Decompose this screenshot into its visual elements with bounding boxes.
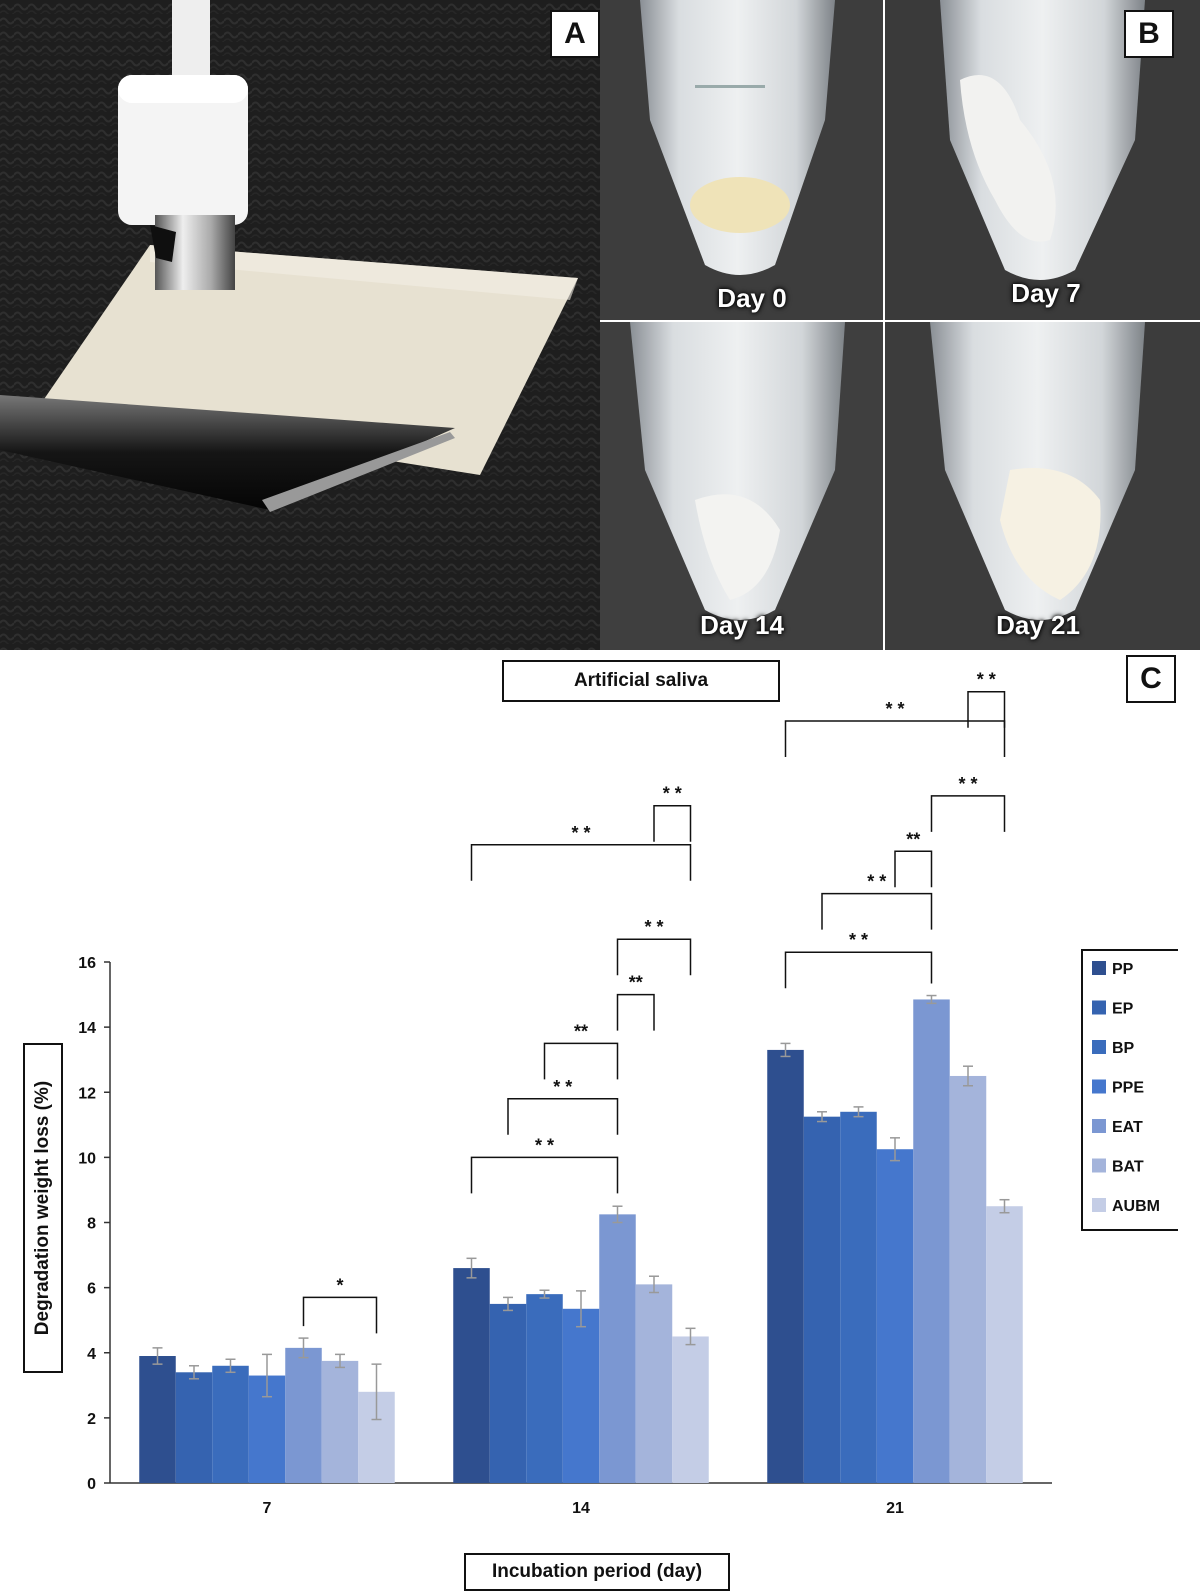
significance-bracket: [967, 690, 1006, 728]
legend-swatch-bat: [1092, 1158, 1106, 1173]
significance-label: **: [629, 973, 643, 993]
y-tick-label: 8: [87, 1216, 96, 1233]
bar-bp: [840, 1111, 877, 1483]
significance-bracket: [543, 1042, 619, 1080]
significance-label: * *: [867, 872, 886, 892]
bar-aubm: [986, 1206, 1023, 1483]
bar-pp: [453, 1268, 490, 1483]
bar-aubm: [672, 1336, 709, 1483]
bar-ppe: [876, 1149, 914, 1483]
bar-pp: [139, 1356, 176, 1483]
bar-eat: [285, 1347, 322, 1483]
day-label-7: Day 7: [1011, 278, 1081, 308]
y-tick-label: 2: [87, 1411, 96, 1428]
significance-label: * *: [885, 699, 904, 719]
legend-label-bat: BAT: [1112, 1159, 1144, 1176]
y-tick-label: 14: [78, 1020, 96, 1037]
legend-label-aubm: AUBM: [1112, 1198, 1160, 1215]
significance-bracket: [302, 1296, 378, 1334]
y-tick-label: 6: [87, 1281, 96, 1298]
significance-bracket: [784, 951, 933, 989]
significance-label: * *: [571, 823, 590, 843]
legend-label-pp: PP: [1112, 961, 1134, 978]
panel-label-c: C: [1126, 655, 1176, 703]
significance-bracket: [894, 850, 933, 888]
y-tick-label: 10: [78, 1150, 96, 1167]
bar-eat: [913, 999, 950, 1483]
significance-label: * *: [849, 930, 868, 950]
legend-label-bp: BP: [1112, 1040, 1135, 1057]
chart-legend: PP EP BP PPE EAT BAT AUBM: [1081, 949, 1178, 1231]
significance-bracket: [930, 795, 1006, 832]
day-label-14: Day 14: [700, 610, 784, 640]
panel-b-photos: [600, 0, 1200, 650]
significance-label: *: [336, 1275, 343, 1295]
significance-label: **: [906, 829, 920, 849]
significance-bracket: [470, 844, 692, 881]
significance-label: * *: [553, 1077, 572, 1097]
y-axis-label: Degradation weight loss (%): [23, 1043, 63, 1373]
day-label-0: Day 0: [717, 283, 787, 313]
y-tick-label: 16: [78, 955, 96, 972]
significance-label: * *: [535, 1135, 554, 1155]
y-tick-label: 4: [87, 1346, 96, 1363]
chart-title: Artificial saliva: [502, 660, 780, 702]
legend-swatch-aubm: [1092, 1198, 1106, 1212]
significance-label: * *: [644, 917, 663, 937]
bar-bp: [212, 1365, 249, 1483]
panel-label-b: B: [1124, 10, 1174, 58]
bar-pp: [767, 1049, 804, 1483]
significance-bracket: [507, 1098, 619, 1135]
bar-bp: [526, 1294, 563, 1483]
bar-ep: [803, 1116, 841, 1483]
legend-swatch-ppe: [1092, 1079, 1106, 1094]
legend-swatch-eat: [1092, 1119, 1106, 1133]
legend-label-eat: EAT: [1112, 1119, 1143, 1136]
significance-label: **: [574, 1021, 588, 1041]
bar-ep: [175, 1372, 213, 1483]
significance-bracket: [821, 892, 933, 930]
panel-a-photo: [0, 0, 600, 650]
x-axis-label: Incubation period (day): [464, 1553, 730, 1591]
x-tick-label: 21: [886, 1500, 904, 1517]
bar-ppe: [562, 1308, 600, 1483]
tweezers: [0, 395, 455, 510]
bar-ep: [489, 1303, 527, 1483]
significance-label: * *: [663, 784, 682, 804]
significance-bracket: [653, 804, 692, 842]
chart-significance-brackets: * * * * * ** ** * * * * * * * * * * ** * * * * * *: [302, 670, 1006, 1334]
bar-bat: [949, 1075, 987, 1483]
legend-swatch-ep: [1092, 1000, 1106, 1015]
legend-label-ep: EP: [1112, 1001, 1134, 1018]
holder-cap: [118, 75, 248, 225]
legend-label-ppe: PPE: [1112, 1080, 1144, 1097]
significance-label: * *: [977, 670, 996, 690]
y-tick-label: 12: [78, 1085, 96, 1102]
legend-swatch-bp: [1092, 1040, 1106, 1054]
x-tick-label: 14: [572, 1500, 590, 1517]
significance-bracket: [616, 938, 692, 976]
significance-bracket: [616, 993, 655, 1031]
x-tick-label: 7: [263, 1500, 272, 1517]
bar-bat: [635, 1284, 673, 1483]
significance-label: * *: [958, 774, 977, 794]
significance-bracket: [784, 720, 1006, 758]
day-label-21: Day 21: [996, 610, 1080, 640]
y-tick-label: 0: [87, 1476, 96, 1493]
legend-swatch-pp: [1092, 961, 1106, 975]
chart-bars: [139, 999, 1023, 1483]
panel-label-a: A: [550, 10, 600, 58]
chart-error-bars: [152, 994, 1010, 1421]
bar-bat: [321, 1360, 359, 1483]
significance-bracket: [470, 1156, 619, 1194]
bar-eat: [599, 1214, 636, 1483]
